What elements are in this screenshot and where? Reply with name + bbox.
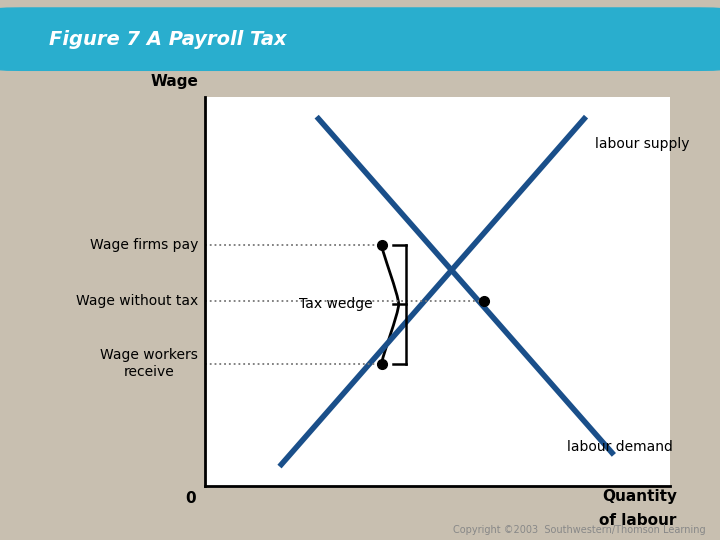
Text: 0: 0	[186, 491, 196, 507]
Text: Tax wedge: Tax wedge	[299, 297, 372, 311]
Text: Copyright ©2003  Southwestern/Thomson Learning: Copyright ©2003 Southwestern/Thomson Lea…	[453, 524, 706, 535]
Text: Wage firms pay: Wage firms pay	[89, 238, 198, 252]
Text: of labour: of labour	[600, 513, 677, 528]
Text: Wage workers
receive: Wage workers receive	[100, 348, 198, 379]
Text: Quantity: Quantity	[602, 489, 677, 504]
FancyBboxPatch shape	[0, 8, 720, 70]
Text: labour supply: labour supply	[595, 137, 690, 151]
Text: Wage: Wage	[150, 74, 198, 89]
Text: Figure 7 A Payroll Tax: Figure 7 A Payroll Tax	[49, 30, 287, 49]
Text: labour demand: labour demand	[567, 440, 673, 454]
Text: Wage without tax: Wage without tax	[76, 294, 198, 308]
